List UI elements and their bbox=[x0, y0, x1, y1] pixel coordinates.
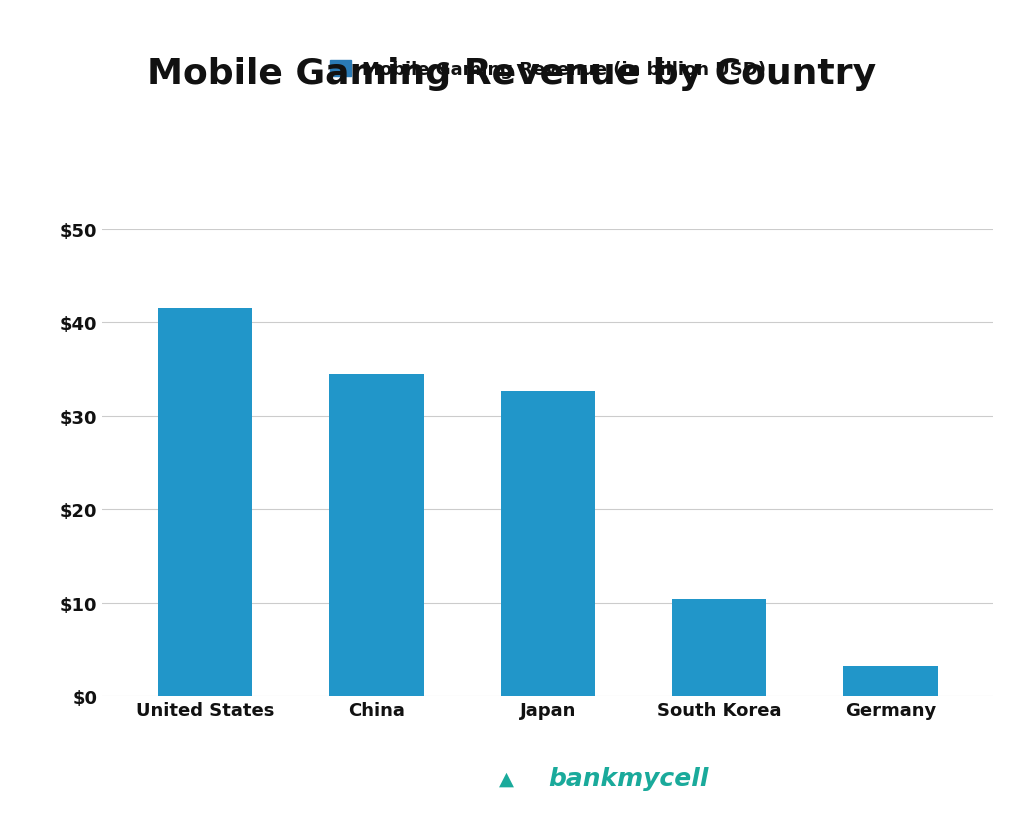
Bar bbox=[844, 667, 938, 696]
Bar bbox=[158, 309, 252, 696]
Bar bbox=[501, 391, 595, 696]
Text: bankmycell: bankmycell bbox=[548, 766, 709, 790]
Bar bbox=[330, 375, 424, 696]
Text: Mobile Gaming Revenue by Country: Mobile Gaming Revenue by Country bbox=[147, 57, 877, 91]
Legend: Mobile Gaming Revenue (in billion USD): Mobile Gaming Revenue (in billion USD) bbox=[330, 61, 766, 79]
Bar bbox=[672, 599, 766, 696]
Text: ▲: ▲ bbox=[500, 768, 514, 788]
